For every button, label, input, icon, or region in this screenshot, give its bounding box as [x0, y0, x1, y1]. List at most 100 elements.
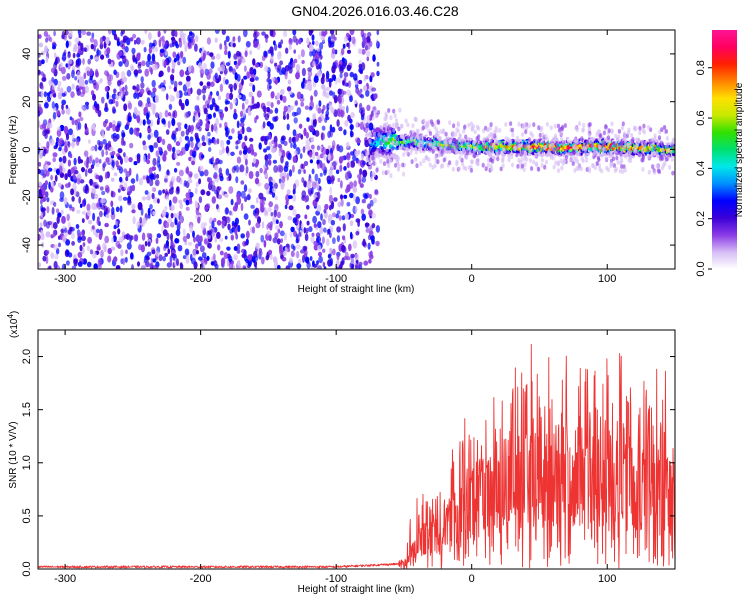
- spectrogram-cell: [142, 140, 146, 146]
- spectrogram-cell: [178, 37, 182, 43]
- spectrogram-cell: [151, 45, 156, 53]
- spectrogram-cell: [504, 122, 508, 127]
- spectrogram-cell: [252, 157, 257, 164]
- spectrogram-cell: [606, 135, 611, 141]
- spectrogram-cell: [247, 254, 252, 261]
- spectrogram-cell: [321, 162, 326, 172]
- spectrogram-cell: [313, 75, 319, 83]
- spectrogram-cell: [150, 102, 155, 111]
- spectrogram-cell: [316, 159, 321, 164]
- spectrogram-cell: [400, 143, 404, 149]
- spectrogram-cell: [133, 127, 137, 136]
- spectrogram-cell: [245, 165, 249, 174]
- spectrogram-cell: [126, 69, 132, 77]
- spectrogram-cell: [67, 229, 72, 235]
- spectrogram-cell: [233, 246, 238, 251]
- spectrogram-cell: [237, 59, 242, 65]
- spectrogram-cell: [354, 206, 358, 214]
- spectrogram-cell: [246, 71, 250, 79]
- spectrogram-cell: [288, 195, 293, 200]
- spectrogram-cell: [376, 70, 380, 77]
- spectrogram-cell: [341, 57, 345, 63]
- spectrogram-cell: [46, 34, 51, 41]
- spectrogram-cell: [144, 68, 149, 77]
- spectrogram-cell: [124, 46, 129, 53]
- spectrogram-cell: [172, 51, 177, 58]
- spectrogram-cell: [306, 180, 312, 189]
- spectrogram-cell: [295, 213, 301, 219]
- spectrogram-cell: [259, 205, 265, 213]
- spectrogram-cell: [302, 146, 306, 154]
- spectrogram-cell: [175, 127, 179, 132]
- spectrogram-cell: [43, 91, 48, 98]
- spectrogram-cell: [339, 73, 343, 79]
- spectrogram-cell: [309, 50, 313, 57]
- spectrogram-cell: [234, 72, 238, 81]
- spectrogram-cell: [173, 167, 178, 173]
- spectrogram-cell: [279, 145, 283, 153]
- spectrogram-cell: [213, 112, 216, 118]
- spectrogram-cell: [95, 174, 100, 180]
- spectrogram-cell: [609, 144, 613, 150]
- spectrogram-cell: [276, 238, 281, 245]
- spectrogram-cell: [40, 229, 44, 235]
- spectrogram-cell: [219, 175, 224, 182]
- spectrogram-cell: [317, 244, 322, 251]
- spectrogram-cell: [286, 113, 290, 120]
- spectrogram-cell: [109, 74, 114, 82]
- spectrogram-cell: [84, 160, 89, 167]
- spectrogram-cell: [140, 82, 145, 89]
- spectrogram-cell: [132, 85, 136, 90]
- spectrogram-cell: [230, 260, 235, 265]
- spectrogram-cell: [79, 76, 84, 85]
- spectrogram-cell: [243, 184, 248, 193]
- spectrogram-cell: [263, 111, 267, 118]
- spectrogram-cell: [81, 30, 87, 36]
- spectrogram-cell: [107, 30, 112, 35]
- spectrogram-cell: [121, 30, 125, 35]
- spectrogram-cell: [85, 101, 89, 106]
- spectrogram-cell: [306, 37, 310, 46]
- spectrogram-cell: [288, 38, 292, 43]
- spectrogram-cell: [221, 257, 226, 266]
- spectrogram-cell: [167, 143, 172, 152]
- spectrogram-cell: [350, 160, 356, 168]
- spectrogram-cell: [195, 113, 199, 121]
- spectrogram-cell: [355, 218, 361, 223]
- spectrogram-cell: [131, 184, 136, 192]
- spectrogram-cell: [237, 260, 241, 267]
- spectrogram-cell: [82, 47, 87, 52]
- spectrogram-cell: [112, 108, 117, 114]
- spectrogram-cell: [263, 148, 267, 153]
- spectrogram-cell: [299, 97, 305, 102]
- spectrogram-cell: [358, 79, 363, 85]
- spectrogram-cell: [227, 223, 231, 231]
- spectrogram-cell: [390, 146, 394, 152]
- spectrogram-cell: [236, 196, 242, 205]
- spectrogram-cell: [348, 243, 352, 251]
- spectrogram-cell: [131, 264, 134, 269]
- spectrogram-cell: [231, 166, 236, 174]
- spectrogram-cell: [200, 222, 206, 231]
- spectrogram-cell: [197, 62, 203, 69]
- spectrogram-cell: [356, 139, 361, 144]
- spectrogram-cell: [93, 181, 98, 186]
- spectrogram-cell: [222, 147, 225, 154]
- spectrogram-cell: [38, 91, 41, 97]
- spectrogram-cell: [642, 123, 646, 129]
- spectrogram-cell: [266, 146, 271, 151]
- spectrogram-cell: [326, 238, 330, 246]
- spectrogram-cell: [321, 147, 327, 155]
- spectrogram-cell: [323, 266, 327, 269]
- spectrogram-cell: [109, 146, 114, 152]
- spectrogram-cell: [78, 111, 82, 118]
- spectrogram-cell: [176, 90, 180, 99]
- spectrogram-cell: [237, 133, 243, 141]
- spectrogram-cell: [47, 220, 53, 226]
- spectrogram-cell: [226, 246, 231, 251]
- spectrogram-cell: [198, 165, 204, 172]
- spectrogram-cell: [293, 58, 298, 64]
- spectrogram-cell: [152, 211, 156, 216]
- spectrogram-cell: [122, 257, 126, 266]
- spectrogram-cell: [308, 30, 313, 36]
